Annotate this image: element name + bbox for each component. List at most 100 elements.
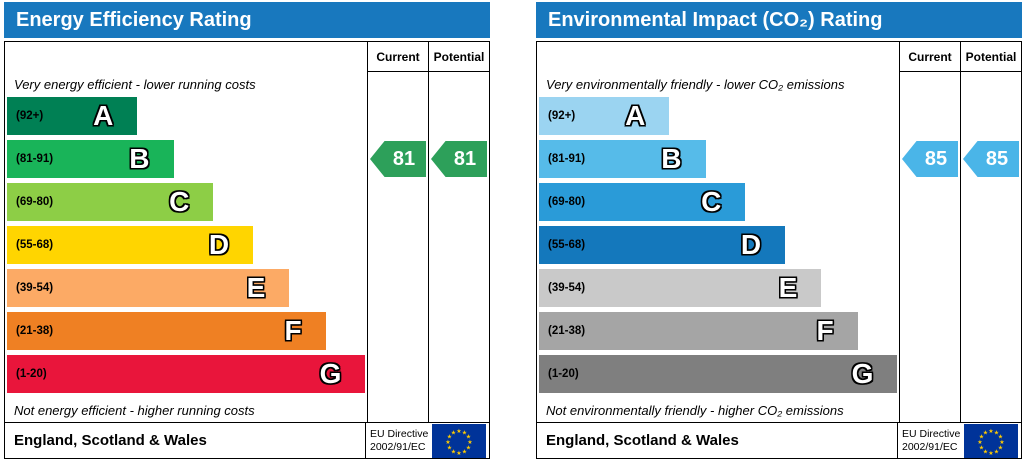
current-rating-value: 85 (924, 147, 948, 170)
band-letter: F (284, 315, 302, 346)
band-letter: D (740, 229, 762, 260)
current-column-header: Current (900, 42, 960, 72)
svg-text:★: ★ (467, 439, 472, 446)
co2-top-note: Very environmentally friendly - lower CO… (546, 77, 845, 92)
band-row: (21-38) F (5, 312, 367, 355)
band-bar-d: (55-68) D (7, 226, 254, 264)
potential-column-body: 81 (429, 72, 489, 422)
potential-column: Potential 81 (428, 42, 489, 422)
band-row: (39-54) E (5, 269, 367, 312)
band-row: (39-54) E (537, 269, 899, 312)
band-letter: B (661, 143, 682, 174)
co2-band-scale: Very environmentally friendly - lower CO… (537, 42, 899, 422)
potential-rating-arrow: 81 (431, 141, 487, 177)
co2-impact-chart: Environmental Impact (CO₂) Rating Very e… (536, 2, 1022, 459)
band-bar-e: (39-54) E (7, 269, 290, 307)
svg-text:★: ★ (451, 429, 456, 436)
band-range: (21-38) (548, 325, 586, 337)
current-rating-arrow: 85 (902, 141, 958, 177)
svg-text:★: ★ (988, 428, 993, 435)
band-letter: C (169, 186, 190, 217)
svg-text:★: ★ (447, 433, 452, 440)
current-column: Current 81 (367, 42, 428, 422)
svg-text:★: ★ (462, 448, 467, 455)
band-row: (69-80) C (5, 183, 367, 226)
band-bar-g: (1-20) G (539, 355, 898, 393)
band-bar-a: (92+) A (539, 97, 670, 135)
region-label: England, Scotland & Wales (546, 432, 739, 449)
svg-text:★: ★ (445, 439, 450, 446)
chart-footer: England, Scotland & Wales EU Directive 2… (5, 422, 489, 458)
band-row: (92+) A (5, 97, 367, 140)
eu-directive-line2: 2002/91/EC (902, 440, 958, 453)
band-range: (69-80) (548, 196, 586, 208)
potential-rating-value: 81 (453, 147, 477, 170)
band-letter: F (816, 315, 834, 346)
co2-chart-title: Environmental Impact (CO₂) Rating (536, 2, 1022, 38)
band-bar-c: (69-80) C (539, 183, 746, 221)
svg-text:★: ★ (977, 439, 982, 446)
svg-text:★: ★ (979, 433, 984, 440)
band-row: (69-80) C (537, 183, 899, 226)
band-range: (21-38) (16, 325, 54, 337)
band-range: (81-91) (16, 153, 54, 165)
band-letter: D (208, 229, 230, 260)
band-bar-e: (39-54) E (539, 269, 822, 307)
energy-chart-title: Energy Efficiency Rating (4, 2, 490, 38)
band-range: (39-54) (16, 282, 54, 294)
band-bar-a: (92+) A (7, 97, 138, 135)
band-row: (81-91) B (537, 140, 899, 183)
svg-text:★: ★ (999, 439, 1004, 446)
band-row: (55-68) D (537, 226, 899, 269)
potential-column-header: Potential (429, 42, 489, 72)
band-range: (92+) (548, 110, 576, 122)
band-row: (1-20) G (537, 355, 899, 398)
svg-text:★: ★ (994, 448, 999, 455)
band-bar-g: (1-20) G (7, 355, 366, 393)
band-row: (55-68) D (5, 226, 367, 269)
potential-column-body: 85 (961, 72, 1021, 422)
svg-text:★: ★ (462, 429, 467, 436)
band-letter: A (93, 100, 114, 131)
band-letter: B (129, 143, 150, 174)
band-letter: A (625, 100, 646, 131)
band-range: (39-54) (548, 282, 586, 294)
current-rating-value: 81 (392, 147, 416, 170)
svg-text:★: ★ (998, 444, 1003, 451)
band-range: (81-91) (548, 153, 586, 165)
eu-directive-label: EU Directive 2002/91/EC (897, 423, 961, 458)
co2-bottom-note: Not environmentally friendly - higher CO… (546, 402, 844, 418)
current-column: Current 85 (899, 42, 960, 422)
band-range: (55-68) (548, 239, 586, 251)
region-label: England, Scotland & Wales (14, 432, 207, 449)
eu-flag-icon: ★ ★ ★ ★ ★ ★ ★ ★ ★ ★ ★ ★ (429, 423, 489, 458)
energy-band-scale: Very energy efficient - lower running co… (5, 42, 367, 422)
energy-top-note: Very energy efficient - lower running co… (14, 77, 256, 92)
potential-rating-value: 85 (985, 147, 1009, 170)
svg-text:★: ★ (994, 429, 999, 436)
co2-chart-grid: Very environmentally friendly - lower CO… (537, 42, 1021, 422)
svg-text:★: ★ (979, 444, 984, 451)
svg-text:★: ★ (447, 444, 452, 451)
energy-bottom-note: Not energy efficient - higher running co… (14, 402, 255, 418)
band-range: (92+) (16, 110, 44, 122)
band-range: (55-68) (16, 239, 54, 251)
eu-flag-icon: ★ ★ ★ ★ ★ ★ ★ ★ ★ ★ ★ ★ (961, 423, 1021, 458)
current-column-body: 85 (900, 72, 960, 422)
band-row: (92+) A (537, 97, 899, 140)
band-range: (1-20) (548, 368, 579, 380)
svg-text:★: ★ (998, 433, 1003, 440)
svg-text:★: ★ (983, 448, 988, 455)
band-row: (1-20) G (5, 355, 367, 398)
co2-chart-box: Very environmentally friendly - lower CO… (536, 41, 1022, 459)
band-range: (1-20) (16, 368, 47, 380)
svg-text:★: ★ (466, 444, 471, 451)
current-column-header: Current (368, 42, 428, 72)
svg-text:★: ★ (451, 448, 456, 455)
energy-chart-grid: Very energy efficient - lower running co… (5, 42, 489, 422)
eu-directive-line2: 2002/91/EC (370, 440, 426, 453)
band-letter: E (246, 272, 266, 303)
current-rating-arrow: 81 (370, 141, 426, 177)
energy-efficiency-chart: Energy Efficiency Rating Very energy eff… (4, 2, 490, 459)
svg-text:★: ★ (983, 429, 988, 436)
